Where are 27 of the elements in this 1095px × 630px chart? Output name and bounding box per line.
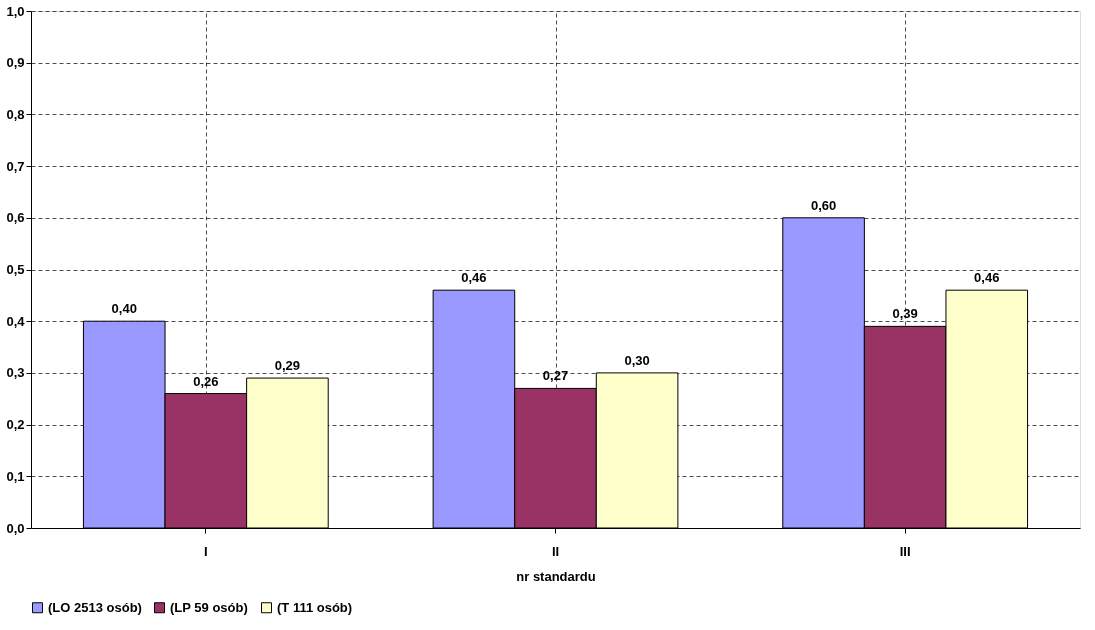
y-tick-label: 0,4: [6, 313, 26, 329]
x-axis-title: nr standardu: [516, 568, 596, 584]
data-label: 0,40: [111, 301, 137, 317]
data-label: 0,46: [974, 270, 1000, 286]
y-tick-label: 0,2: [6, 417, 25, 433]
legend-label: (LP 59 osób): [170, 599, 248, 615]
data-label: 0,29: [274, 358, 301, 374]
y-tick-label: 0,9: [6, 55, 25, 71]
y-tick-label: 0,7: [6, 158, 25, 174]
legend-label: (LO 2513 osób): [48, 599, 142, 615]
y-tick-label: 0,0: [6, 520, 25, 536]
legend-label: (T 111 osób): [277, 599, 353, 615]
x-tick-label: II: [551, 543, 560, 559]
data-label: 0,60: [810, 197, 837, 213]
x-tick-label: I: [204, 543, 208, 559]
y-tick-label: 1,0: [6, 3, 25, 19]
data-label: 0,46: [461, 270, 487, 286]
y-tick-label: 0,6: [6, 210, 25, 226]
x-tick-label: III: [899, 543, 911, 559]
data-label: 0,26: [193, 373, 219, 389]
y-tick-label: 0,3: [6, 365, 25, 381]
data-label: 0,39: [892, 306, 918, 322]
data-label: 0,27: [542, 368, 569, 384]
data-label: 0,30: [624, 352, 650, 368]
y-tick-label: 0,8: [6, 106, 25, 122]
y-tick-label: 0,1: [6, 468, 25, 484]
y-tick-label: 0,5: [6, 262, 25, 277]
